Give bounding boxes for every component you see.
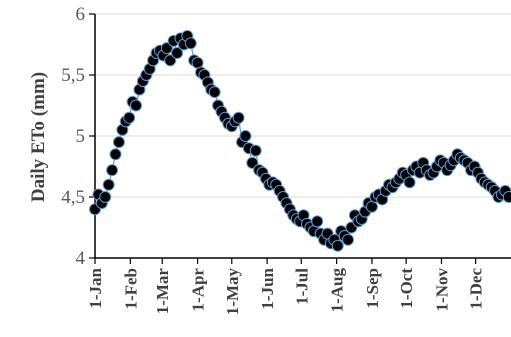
data-point <box>99 191 112 203</box>
x-tick-label-0: 1-Jan <box>86 267 105 308</box>
data-point <box>403 176 416 189</box>
data-point <box>311 215 324 228</box>
y-tick-label-1: 4,5 <box>61 187 85 208</box>
data-point <box>123 111 136 124</box>
x-tick-labels: 1-Jan 1-Feb 1-Mar 1-Apr 1-May 1-Jun 1-Jul 1-Aug… <box>86 267 486 315</box>
data-point <box>102 178 115 191</box>
data-point <box>184 37 197 50</box>
x-tick-label-11: 1-Dec <box>467 268 486 310</box>
x-tick-label-6: 1-Jul <box>292 268 311 305</box>
x-tick-label-5: 1-Jun <box>258 267 277 309</box>
y-tick-label-4: 6 <box>76 4 86 25</box>
x-tick-label-1: 1-Feb <box>121 268 140 310</box>
y-tick-label-3: 5,5 <box>61 65 85 86</box>
data-point <box>130 99 143 112</box>
data-point <box>112 136 125 149</box>
x-tick-label-2: 1-Mar <box>153 268 172 315</box>
x-tick-label-10: 1-Nov <box>432 268 451 312</box>
data-point <box>160 42 173 55</box>
data-point <box>246 156 259 169</box>
x-tick-label-9: 1-Oct <box>397 268 416 309</box>
data-point <box>106 164 119 177</box>
x-tick-label-3: 1-Apr <box>189 268 208 312</box>
data-point <box>239 130 252 142</box>
data-point <box>208 86 221 99</box>
x-tick-label-4: 1-May <box>223 268 242 316</box>
data-point <box>249 144 262 157</box>
x-tick-label-7: 1-Aug <box>328 268 347 313</box>
data-point <box>109 148 122 161</box>
data-point <box>171 47 184 60</box>
gridlines <box>95 13 511 198</box>
y-tick-label-2: 5 <box>76 126 86 147</box>
data-points <box>89 29 511 252</box>
y-axis-label: Daily ETo (mm) <box>28 72 49 202</box>
data-point <box>331 239 344 252</box>
x-tick-label-8: 1-Sep <box>363 268 382 309</box>
y-tick-labels: 4 4,5 5 5,5 6 <box>61 4 85 269</box>
data-point <box>502 191 511 203</box>
y-tick-label-0: 4 <box>76 248 86 269</box>
data-point <box>342 233 355 246</box>
data-point <box>232 111 245 124</box>
axes <box>89 13 511 264</box>
data-point <box>164 54 177 67</box>
